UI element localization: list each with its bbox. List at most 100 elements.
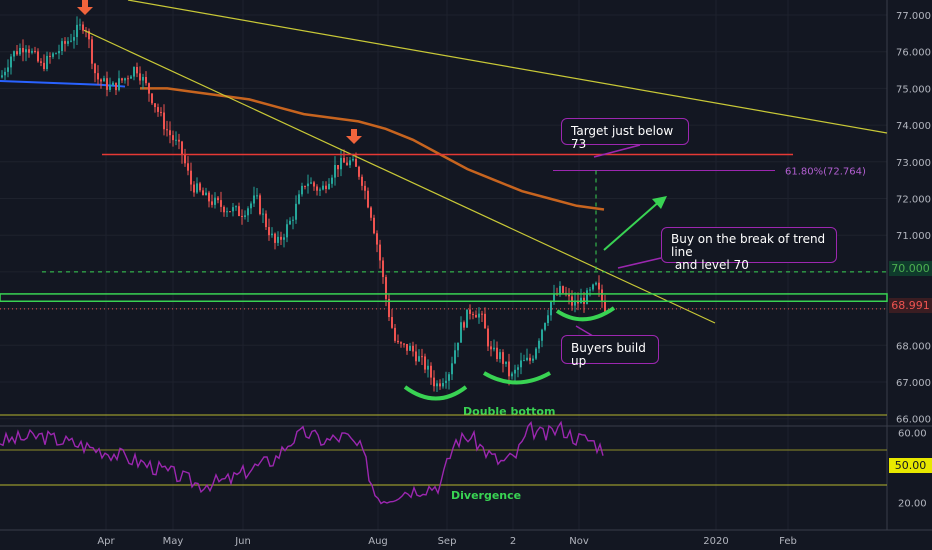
buyers-callout: Buyers build up (561, 335, 659, 368)
bottom-arc-right (482, 371, 551, 385)
candle-body (376, 233, 378, 245)
annotation-layer: 61.80%(72.764) Double bottom (0, 0, 888, 418)
candle-body (13, 51, 15, 57)
candle-body (457, 342, 459, 351)
time-tick-label: 2 (510, 536, 516, 547)
candle-body (139, 73, 141, 81)
candle-body (517, 367, 519, 370)
candle-body (331, 177, 333, 184)
candle-body (352, 158, 354, 161)
double-bottom-label: Double bottom (463, 405, 555, 418)
candle-body (400, 342, 402, 344)
candle-body (145, 77, 147, 84)
candle-body (181, 141, 183, 155)
candle-body (415, 351, 417, 362)
candle-body (361, 176, 363, 186)
candle-body (574, 300, 576, 306)
candle-body (100, 79, 102, 82)
rsi-tick-label: 60.00 (898, 429, 927, 440)
candle-body (112, 82, 114, 86)
price-tick-label: 72.000 (896, 195, 931, 206)
price-tick-label: 66.000 (896, 415, 931, 426)
candle-body (154, 103, 156, 108)
candle-body (526, 357, 528, 361)
candle-body (505, 361, 507, 364)
time-tick-label: 2020 (703, 536, 728, 547)
breakout-arrowhead-icon (652, 196, 667, 209)
price-tag-70-text: 70.000 (891, 262, 930, 275)
buyers-callout-text: Buyers build up (571, 341, 646, 368)
candle-body (325, 185, 327, 190)
candle-body (1, 75, 3, 78)
candle-body (283, 237, 285, 240)
candle-body (169, 130, 171, 136)
rsi-value-tag: 50.00 (889, 458, 932, 473)
candle-body (94, 63, 96, 74)
support-zone-band (0, 293, 888, 303)
top-arrow-icon (77, 7, 93, 15)
peak-arrow-icon (346, 136, 362, 144)
candle-body (541, 329, 543, 341)
candle-body (553, 293, 555, 302)
candle-body (421, 356, 423, 358)
candle-body (79, 24, 81, 26)
candle-body (151, 93, 153, 104)
candle-body (469, 309, 471, 314)
candle-body (130, 76, 132, 79)
buy-callout-line-1: Buy on the break of trend line (671, 232, 826, 259)
candle-body (379, 244, 381, 261)
candle-body (211, 201, 213, 205)
candle-body (364, 185, 366, 191)
long-trend-line (127, 0, 888, 134)
candle-body (187, 163, 189, 171)
candle-body (307, 183, 309, 187)
candle-body (394, 327, 396, 341)
candle-body (433, 377, 435, 387)
candle-body (397, 340, 399, 343)
candle-body (106, 78, 108, 90)
candle-body (349, 160, 351, 166)
candle-body (10, 56, 12, 68)
candle-body (511, 373, 513, 377)
bottom-arc-left (403, 385, 468, 401)
candle-body (481, 313, 483, 315)
candle-body (274, 233, 276, 243)
candle-body (544, 323, 546, 330)
candle-body (493, 347, 495, 350)
candle-body (442, 383, 444, 387)
peak-arrow-icon-stem (351, 129, 357, 136)
buy-callout-line-2: and level 70 (671, 258, 749, 272)
candle-body (58, 50, 60, 54)
candle-body (328, 183, 330, 190)
candle-body (430, 365, 432, 378)
time-tick-label: May (163, 536, 184, 547)
candle-body (502, 352, 504, 364)
candle-body (601, 289, 603, 302)
candle-body (280, 236, 282, 240)
candle-body (562, 286, 564, 293)
candle-body (202, 190, 204, 196)
fibonacci-label: 61.80%(72.764) (785, 166, 866, 177)
candle-body (445, 380, 447, 384)
candle-body (46, 55, 48, 70)
candle-body (253, 195, 255, 204)
candle-body (265, 213, 267, 228)
trend-line (83, 29, 716, 324)
candle-body (241, 216, 243, 218)
candle-body (466, 309, 468, 328)
candle-body (235, 206, 237, 208)
candle-body (172, 135, 174, 141)
candle-body (304, 185, 306, 187)
rsi-tick-label: 20.00 (898, 499, 927, 510)
candle-body (238, 206, 240, 217)
candle-body (31, 50, 33, 53)
candle-body (103, 78, 105, 82)
candle-body (451, 363, 453, 375)
candle-body (70, 40, 72, 42)
candle-body (229, 211, 231, 213)
candle-body (535, 348, 537, 359)
candle-body (88, 31, 90, 40)
candle-body (346, 162, 348, 166)
rsi-line (0, 420, 604, 505)
